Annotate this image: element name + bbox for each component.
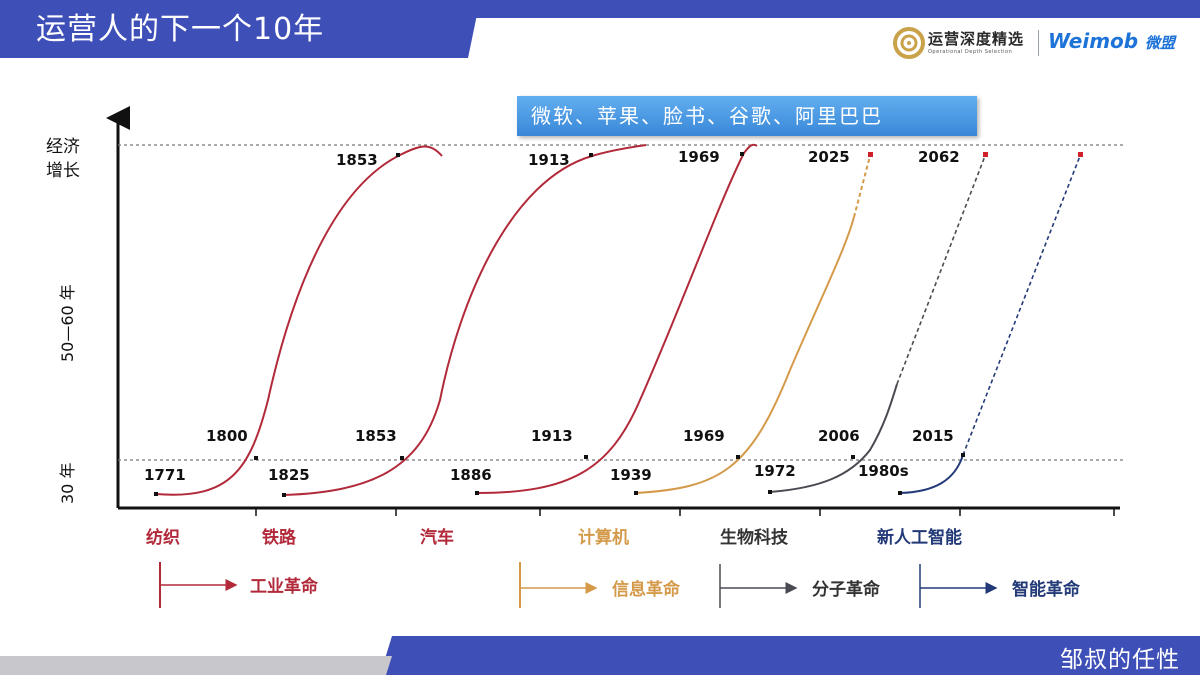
author-credit: 邹叔的任性 (1060, 647, 1180, 673)
intelligent-revolution-arrow (919, 564, 998, 608)
industrial-revolution-arrow (159, 562, 238, 608)
takeoff-year-1969: 1969 (683, 427, 725, 445)
y-label-growth-line2: 增长 (46, 161, 80, 181)
biotech-wave-projection (896, 155, 986, 385)
takeoff-year-1853: 1853 (355, 427, 397, 445)
start-year-1825: 1825 (268, 466, 310, 484)
start-year-1771: 1771 (144, 466, 186, 484)
spiral-logo-icon (893, 27, 925, 59)
information-revolution-arrow (519, 562, 598, 608)
peak-year-2062: 2062 (918, 148, 960, 166)
y-label-30-years: 30 年 (58, 463, 77, 504)
textile-wave-curve (155, 145, 443, 496)
revolution-molecular: 分子革命 (812, 579, 881, 600)
curve-point-markers (154, 152, 965, 497)
brand-name-cn: 运营深度精选 (928, 30, 1025, 48)
industry-computer: 计算机 (578, 527, 629, 548)
companies-banner: 微软、苹果、脸书、谷歌、阿里巴巴 (517, 96, 977, 136)
computer-wave-projection (853, 155, 871, 218)
y-label-50-60-years: 50—60 年 (58, 284, 77, 362)
peak-year-1853: 1853 (336, 151, 378, 169)
weimob-logo-cn: 微盟 (1145, 34, 1176, 52)
industry-automobile: 汽车 (420, 527, 454, 548)
industry-textile: 纺织 (146, 527, 180, 548)
logo-separator (1038, 30, 1039, 56)
takeoff-year-1913: 1913 (531, 427, 573, 445)
takeoff-year-2006: 2006 (818, 427, 860, 445)
y-label-growth-line1: 经济 (46, 137, 80, 157)
industry-new-ai: 新人工智能 (877, 527, 962, 548)
start-year-1980s: 1980s (858, 462, 909, 480)
start-year-1972: 1972 (754, 462, 796, 480)
industry-biotech: 生物科技 (720, 527, 789, 548)
computer-wave-curve (635, 216, 855, 494)
weimob-logo: Weimob (1048, 29, 1139, 53)
start-year-1886: 1886 (450, 466, 492, 484)
revolution-industrial: 工业革命 (250, 576, 319, 597)
x-axis-ticks (255, 508, 1115, 516)
takeoff-year-1800: 1800 (206, 427, 248, 445)
molecular-revolution-arrow (719, 564, 798, 608)
industry-railway: 铁路 (262, 527, 297, 548)
brand-logos: 运营深度精选 Operational Depth Selection Weimo… (890, 22, 1190, 66)
ai-wave-curve (899, 454, 964, 494)
ai-wave-projection (962, 155, 1081, 456)
footer-band (0, 636, 1200, 675)
takeoff-year-2015: 2015 (912, 427, 954, 445)
projected-peak-markers (868, 152, 1083, 157)
peak-year-1969: 1969 (678, 148, 720, 166)
peak-year-2025: 2025 (808, 148, 850, 166)
page-title: 运营人的下一个10年 (36, 12, 325, 47)
revolution-intelligent: 智能革命 (1012, 579, 1081, 600)
brand-subtitle: Operational Depth Selection (928, 49, 1013, 55)
automobile-wave-curve (476, 143, 758, 494)
biotech-wave-curve (769, 383, 898, 493)
railway-wave-curve (283, 144, 647, 496)
start-year-1939: 1939 (610, 466, 652, 484)
peak-year-1913: 1913 (528, 151, 570, 169)
revolution-information: 信息革命 (612, 579, 681, 600)
header-band (0, 0, 1200, 58)
